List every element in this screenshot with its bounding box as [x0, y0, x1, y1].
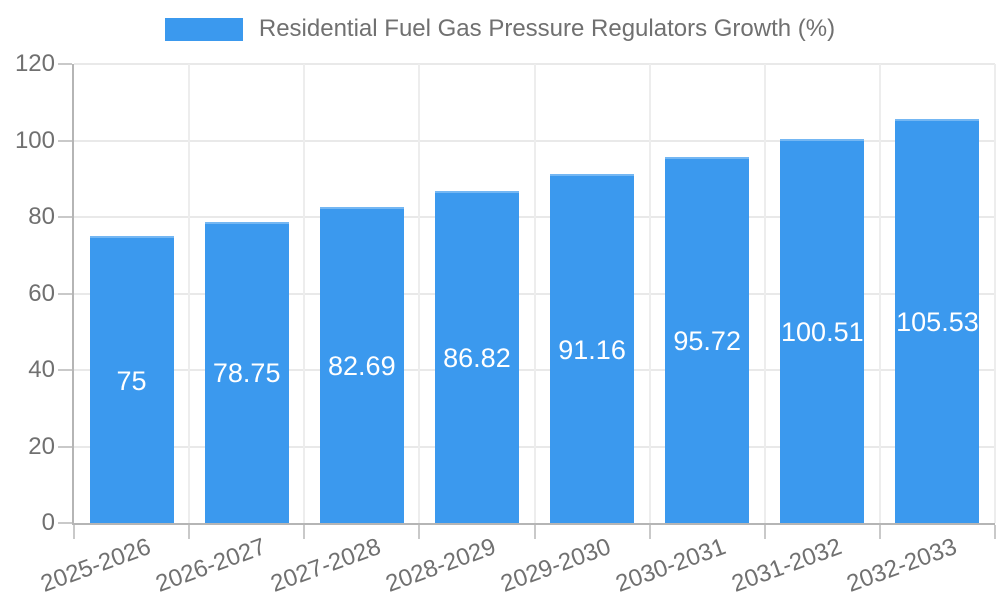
- y-axis-tick-mark: [58, 139, 72, 142]
- v-gridline: [648, 64, 651, 523]
- x-axis-tick-mark: [303, 525, 306, 539]
- bar-value-label: 95.72: [673, 325, 741, 356]
- x-axis-tick-label: 2030-2031: [612, 533, 730, 598]
- y-axis-tick-mark: [58, 292, 72, 295]
- x-axis-tick-label: 2027-2028: [267, 533, 385, 598]
- legend-label: Residential Fuel Gas Pressure Regulators…: [258, 15, 836, 42]
- legend-item[interactable]: Residential Fuel Gas Pressure Regulators…: [164, 15, 836, 42]
- bar-value-label: 100.51: [781, 316, 864, 347]
- x-axis-tick-mark: [878, 525, 881, 539]
- bar-2030-2031[interactable]: 95.72: [665, 156, 750, 523]
- v-gridline: [878, 64, 881, 523]
- y-axis-tick-label: 120: [14, 50, 55, 77]
- v-gridline: [533, 64, 536, 523]
- plot-area: 0 20 40 60 80 100 120 75 78.75 82.69 86.82 91.16 95.…: [15, 52, 996, 598]
- y-axis-tick-label: 0: [41, 509, 55, 536]
- bar-value-label: 78.75: [212, 358, 281, 389]
- y-axis-tick-label: 100: [14, 126, 55, 154]
- bar-value-label: 82.69: [328, 350, 396, 381]
- y-axis-tick-mark: [58, 369, 72, 371]
- bar-value-label: 105.53: [896, 307, 979, 338]
- x-axis-tick-mark: [73, 525, 75, 539]
- x-axis-tick-label: 2025-2026: [37, 533, 155, 598]
- y-axis-tick-mark: [58, 216, 72, 218]
- x-axis-tick-label: 2029-2030: [497, 533, 615, 598]
- bar-value-label: 75: [116, 365, 147, 396]
- x-axis-tick-label: 2026-2027: [152, 533, 270, 598]
- v-gridline: [303, 64, 306, 523]
- bar-2031-2032[interactable]: 100.51: [780, 138, 865, 523]
- x-axis-tick-label: 2028-2029: [382, 533, 500, 598]
- bar-2025-2026[interactable]: 75: [89, 236, 174, 523]
- v-gridline: [994, 64, 996, 523]
- bar-2026-2027[interactable]: 78.75: [204, 221, 289, 523]
- bar-2032-2033[interactable]: 105.53: [895, 119, 980, 523]
- bar-value-label: 91.16: [558, 334, 626, 365]
- x-axis-tick-mark: [533, 525, 536, 539]
- y-axis-tick-label: 60: [28, 279, 55, 307]
- x-axis-tick-mark: [418, 525, 421, 539]
- x-axis-tick-mark: [188, 525, 191, 539]
- y-axis-tick-mark: [58, 522, 72, 524]
- v-gridline: [763, 64, 766, 523]
- chart-legend: Residential Fuel Gas Pressure Regulators…: [0, 15, 1000, 42]
- bar-2029-2030[interactable]: 91.16: [550, 174, 635, 523]
- bar-value-label: 86.82: [443, 342, 511, 373]
- bar-2028-2029[interactable]: 86.82: [434, 190, 519, 523]
- x-axis-tick-mark: [763, 525, 766, 539]
- y-axis-tick-label: 80: [28, 203, 55, 230]
- y-axis-tick-label: 40: [28, 356, 55, 383]
- x-axis-tick-mark: [648, 525, 651, 539]
- y-axis-tick-mark: [58, 445, 72, 448]
- legend-color-swatch: [164, 17, 243, 41]
- x-axis-tick-mark: [994, 525, 996, 539]
- y-axis-tick-label: 20: [28, 432, 55, 460]
- bar-2027-2028[interactable]: 82.69: [319, 206, 404, 523]
- x-axis-tick-label: 2032-2033: [842, 533, 960, 598]
- v-gridline: [418, 64, 421, 523]
- x-axis-tick-label: 2031-2032: [727, 533, 845, 598]
- y-axis-tick-mark: [58, 63, 72, 65]
- v-gridline: [188, 64, 191, 523]
